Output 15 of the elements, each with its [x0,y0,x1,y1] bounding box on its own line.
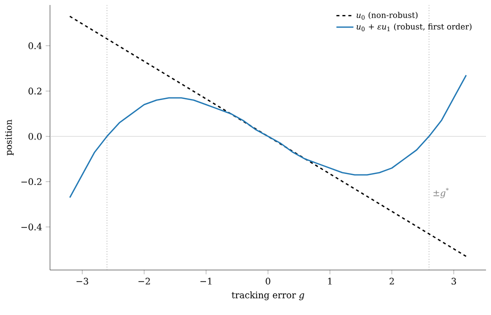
x-tick-label: −2 [138,278,150,284]
y-tick-label: 0.4 [28,42,42,50]
x-tick-label: −1 [200,278,212,284]
x-tick-label: 3 [452,278,456,285]
x-tick-label: −3 [76,278,88,285]
x-tick-label: 2 [390,278,394,284]
y-tick-label: −0.4 [21,224,42,230]
y-tick-label: −0.2 [21,178,42,186]
y-tick-label: 0.2 [28,88,42,94]
y-tick-label: 0.0 [28,132,42,140]
y-axis-title: position [5,120,14,156]
x-axis-title: tracking error g [232,291,304,300]
annotation: ±g$^{*}$ [434,188,449,198]
x-tick-label: 1 [328,278,332,284]
x-tick-label: 0 [266,278,270,285]
